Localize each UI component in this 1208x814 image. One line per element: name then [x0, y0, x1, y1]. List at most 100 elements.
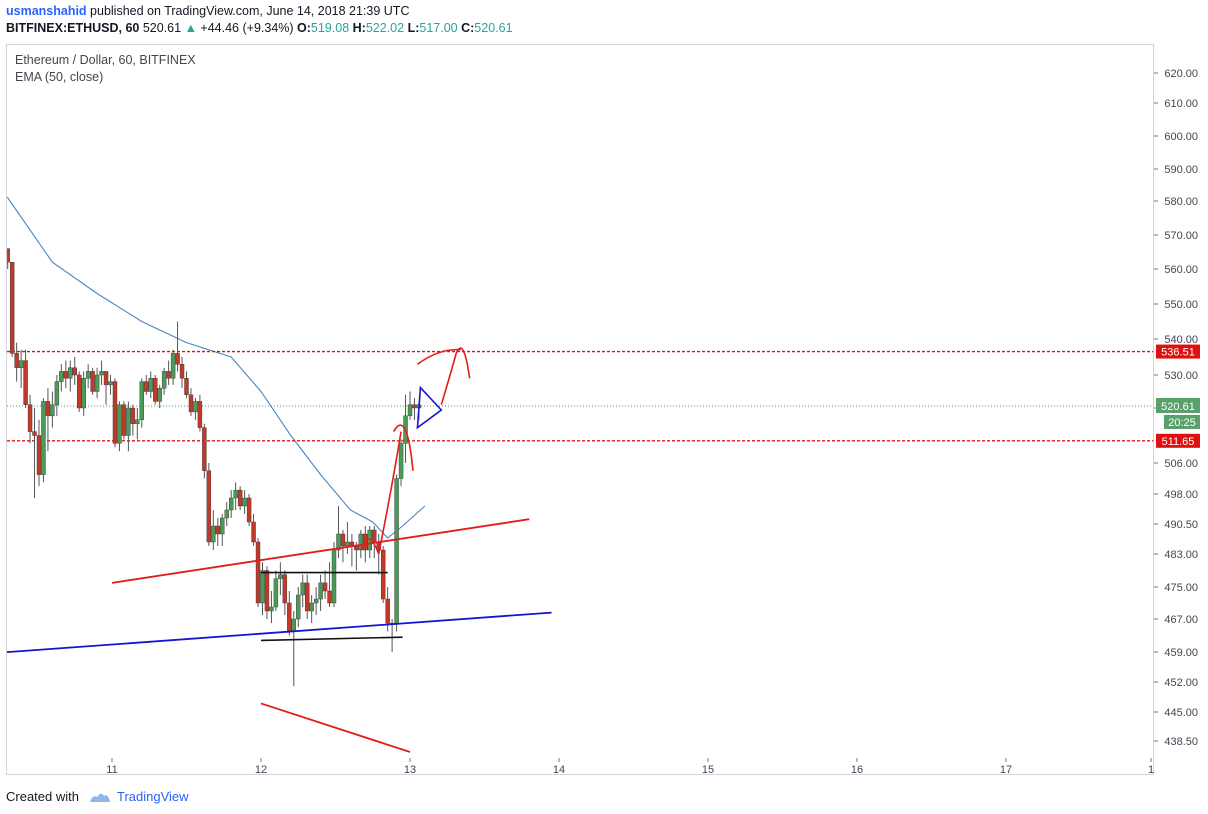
candle-body	[184, 378, 189, 395]
x-tick-label: 1	[1148, 764, 1154, 776]
candle-body	[94, 374, 100, 392]
candle-body	[50, 404, 55, 417]
candle-body	[99, 371, 104, 376]
candle-body	[153, 378, 158, 402]
publish-header: usmanshahid published on TradingView.com…	[0, 0, 1208, 40]
y-tick-label: 438.50	[1164, 736, 1198, 748]
candle-body	[260, 570, 265, 604]
candle-body	[188, 394, 194, 413]
candle-body	[394, 478, 399, 624]
last-price: 520.61	[142, 21, 182, 35]
level-price-tag	[1156, 344, 1200, 359]
candle-body	[278, 574, 283, 579]
candle-body	[336, 533, 341, 551]
candle-body	[59, 371, 64, 382]
candle-body	[130, 407, 136, 424]
y-tick-label: 506.00	[1164, 458, 1198, 470]
candle-body	[1, 249, 5, 252]
candle-body	[18, 360, 24, 369]
candle-body	[9, 262, 15, 354]
candle-body	[108, 381, 113, 386]
candle-body	[161, 371, 167, 389]
y-tick-label: 459.00	[1164, 647, 1198, 659]
candle-body	[144, 381, 149, 392]
black-support-line	[260, 636, 403, 642]
ohlc-line: BITFINEX:ETHUSD, 60 520.61 ▲ +44.46 (+9.…	[6, 21, 513, 35]
x-tick-label: 13	[404, 764, 416, 776]
created-with-text: Created with	[6, 789, 79, 804]
candle-body	[242, 497, 247, 507]
red-rise-annotation	[377, 431, 402, 555]
candle-body	[72, 367, 77, 376]
candle-body	[251, 521, 256, 543]
red-top-annotation	[416, 348, 461, 365]
candle-body	[412, 404, 417, 409]
y-tick-label: 530.00	[1164, 370, 1198, 382]
x-tick-label: 16	[851, 764, 863, 776]
candle-body	[197, 401, 203, 428]
candle-body	[215, 525, 220, 535]
y-tick-label: 620.00	[1164, 68, 1198, 80]
price-change: +44.46 (+9.34%)	[200, 21, 294, 35]
candle-body	[220, 517, 225, 535]
candle-body	[237, 489, 243, 507]
tradingview-link[interactable]: TradingView	[116, 789, 189, 804]
red-upper-line	[111, 518, 530, 584]
y-tick-label: 580.00	[1164, 196, 1198, 208]
y-tick-label: 570.00	[1164, 230, 1198, 242]
y-tick-label: 560.00	[1164, 264, 1198, 276]
candle-body	[32, 431, 37, 436]
y-tick-label: 550.00	[1164, 299, 1198, 311]
countdown-label: 20:25	[1168, 417, 1196, 429]
symbol: BITFINEX:ETHUSD, 60	[6, 21, 140, 35]
candle-body	[291, 618, 296, 632]
candle-body	[41, 401, 46, 475]
candle-body	[202, 427, 207, 471]
red-target-annotation	[440, 347, 471, 405]
candle-body	[7, 248, 10, 263]
high-value: 522.02	[365, 21, 405, 35]
candle-body	[157, 388, 162, 402]
red-arc-annotation	[392, 424, 414, 471]
y-tick-label: 490.50	[1164, 519, 1198, 531]
candle-body	[103, 371, 109, 386]
candle-body	[363, 533, 368, 551]
candle-body	[63, 371, 69, 379]
author-link[interactable]: usmanshahid	[6, 4, 87, 18]
candle-body	[372, 529, 377, 543]
plot-area	[1, 196, 1153, 753]
chart-legend-indicator: EMA (50, close)	[15, 70, 104, 84]
candle-body	[206, 470, 212, 543]
level-price-tag	[1156, 433, 1200, 448]
candle-body	[318, 582, 323, 600]
y-tick-label: 498.00	[1164, 489, 1198, 501]
candle-body	[126, 407, 131, 436]
ema-line	[7, 196, 426, 539]
chart-legend-title: Ethereum / Dollar, 60, BITFINEX	[15, 53, 196, 67]
candle-body	[81, 378, 86, 409]
footer: Created with TradingView	[6, 789, 189, 804]
candle-body	[193, 401, 198, 413]
candle-body	[77, 374, 82, 409]
candle-body	[300, 582, 305, 596]
candle-body	[327, 590, 332, 604]
open-label: O:	[297, 21, 311, 35]
candle-body	[166, 371, 171, 379]
candle-body	[27, 404, 33, 432]
candle-body	[14, 353, 19, 368]
candle-body	[224, 509, 229, 519]
x-tick-label: 17	[1000, 764, 1012, 776]
level-price-label: 536.51	[1161, 347, 1195, 359]
level-price-label: 511.65	[1162, 436, 1195, 448]
y-tick-label: 452.00	[1164, 677, 1198, 689]
candle-body	[85, 371, 91, 379]
candle-body	[36, 435, 42, 475]
candle-body	[112, 381, 118, 444]
price-chart[interactable]: 620.00 610.00 600.00 590.00 580.00 570.00 560.…	[0, 0, 1208, 790]
candle-body	[282, 574, 288, 604]
candle-body	[148, 378, 153, 392]
candle-body	[385, 598, 390, 624]
candle-body	[398, 443, 404, 479]
y-tick-label: 445.00	[1164, 707, 1198, 719]
candle-body	[211, 525, 216, 543]
